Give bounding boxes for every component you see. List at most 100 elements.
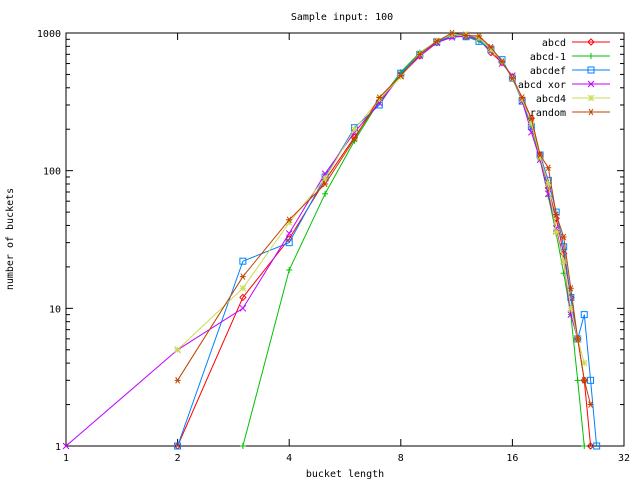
series-random: [174, 29, 594, 408]
data-point: [475, 32, 482, 40]
x-tick-label: 32: [618, 453, 630, 464]
data-point: [286, 216, 293, 224]
data-point: [285, 219, 293, 226]
data-point: [574, 335, 581, 343]
chart-title: Sample input: 100: [291, 12, 393, 23]
data-point: [560, 233, 567, 241]
y-tick-label: 100: [43, 167, 61, 178]
data-point: [518, 95, 526, 103]
legend-entry: abcdef: [530, 66, 610, 77]
data-point: [544, 180, 552, 188]
legend-entry: abcd xor: [518, 80, 610, 91]
legend: abcd abcd-1 abcdef abcd xor abcd4 random: [518, 38, 610, 119]
data-point: [580, 359, 588, 367]
series-layer: [62, 29, 601, 450]
legend-entry: abcd: [542, 38, 610, 49]
x-tick-label: 4: [286, 453, 292, 464]
data-point: [587, 401, 594, 408]
data-point: [487, 43, 494, 51]
data-point: [174, 442, 182, 450]
data-point: [545, 164, 552, 172]
data-point: [587, 94, 595, 102]
data-point: [587, 66, 595, 74]
data-point: [397, 72, 404, 79]
data-point: [552, 228, 560, 236]
data-point: [351, 135, 358, 143]
x-tick-label: 2: [175, 453, 181, 464]
data-point: [174, 346, 181, 354]
data-point: [375, 95, 383, 103]
data-point: [351, 128, 358, 136]
data-point: [587, 376, 595, 384]
data-point: [239, 443, 246, 449]
data-point: [433, 38, 440, 45]
legend-entry: random: [530, 108, 610, 119]
data-point: [487, 46, 495, 53]
legend-label: abcd-1: [530, 52, 566, 63]
series-line: [65, 35, 579, 447]
data-point: [475, 34, 483, 42]
legend-label: abcdef: [530, 66, 566, 77]
data-point: [519, 94, 526, 101]
data-point: [509, 74, 516, 82]
series-abcd-xor: [62, 32, 582, 450]
plot-frame: [65, 32, 625, 447]
y-tick-label: 10: [49, 304, 61, 315]
legend-label: random: [530, 108, 566, 119]
data-point: [580, 376, 588, 385]
data-point: [239, 273, 246, 280]
series-line: [177, 33, 585, 364]
data-point: [322, 190, 329, 197]
data-point: [537, 151, 544, 159]
data-point: [593, 442, 601, 450]
data-point: [463, 32, 470, 39]
data-point: [567, 304, 575, 312]
data-point: [574, 377, 581, 384]
y-axis-label: number of buckets: [5, 188, 16, 290]
data-point: [528, 115, 535, 122]
x-tick-label: 1: [63, 453, 69, 464]
data-point: [536, 153, 544, 161]
data-point: [416, 51, 423, 58]
data-point: [322, 180, 329, 188]
data-point: [321, 174, 329, 182]
data-point: [587, 80, 595, 88]
data-point: [239, 293, 247, 302]
x-tick-label: 16: [506, 453, 518, 464]
data-point: [239, 284, 247, 292]
data-point: [581, 443, 588, 449]
data-point: [552, 225, 560, 232]
legend-entry: abcd4: [536, 94, 610, 105]
data-point: [580, 311, 588, 319]
data-point: [285, 230, 293, 237]
series-line: [242, 35, 585, 447]
data-point: [553, 211, 560, 218]
data-point: [586, 442, 595, 450]
data-point: [560, 257, 568, 265]
legend-label: abcd xor: [518, 80, 566, 91]
data-point: [448, 31, 456, 39]
data-point: [581, 377, 588, 384]
data-point: [588, 108, 594, 116]
data-point: [174, 377, 181, 384]
data-point: [449, 29, 456, 37]
series-line: [177, 34, 598, 447]
data-point: [62, 442, 70, 450]
legend-label: abcd: [542, 38, 566, 49]
data-point: [499, 58, 506, 65]
data-point: [239, 304, 247, 312]
legend-label: abcd4: [536, 94, 566, 105]
data-point: [462, 30, 470, 38]
y-tick-label: 1000: [37, 29, 61, 40]
data-point: [351, 125, 358, 133]
axes: 1 2 4 8 16 32 1 10 100 1000: [37, 29, 630, 464]
data-point: [567, 284, 574, 292]
legend-entry: abcd-1: [530, 52, 610, 63]
data-point: [587, 38, 595, 46]
data-point: [239, 257, 247, 265]
x-axis-label: bucket length: [306, 469, 384, 480]
x-tick-label: 8: [398, 453, 404, 464]
data-point: [285, 239, 293, 247]
data-point: [588, 53, 594, 59]
